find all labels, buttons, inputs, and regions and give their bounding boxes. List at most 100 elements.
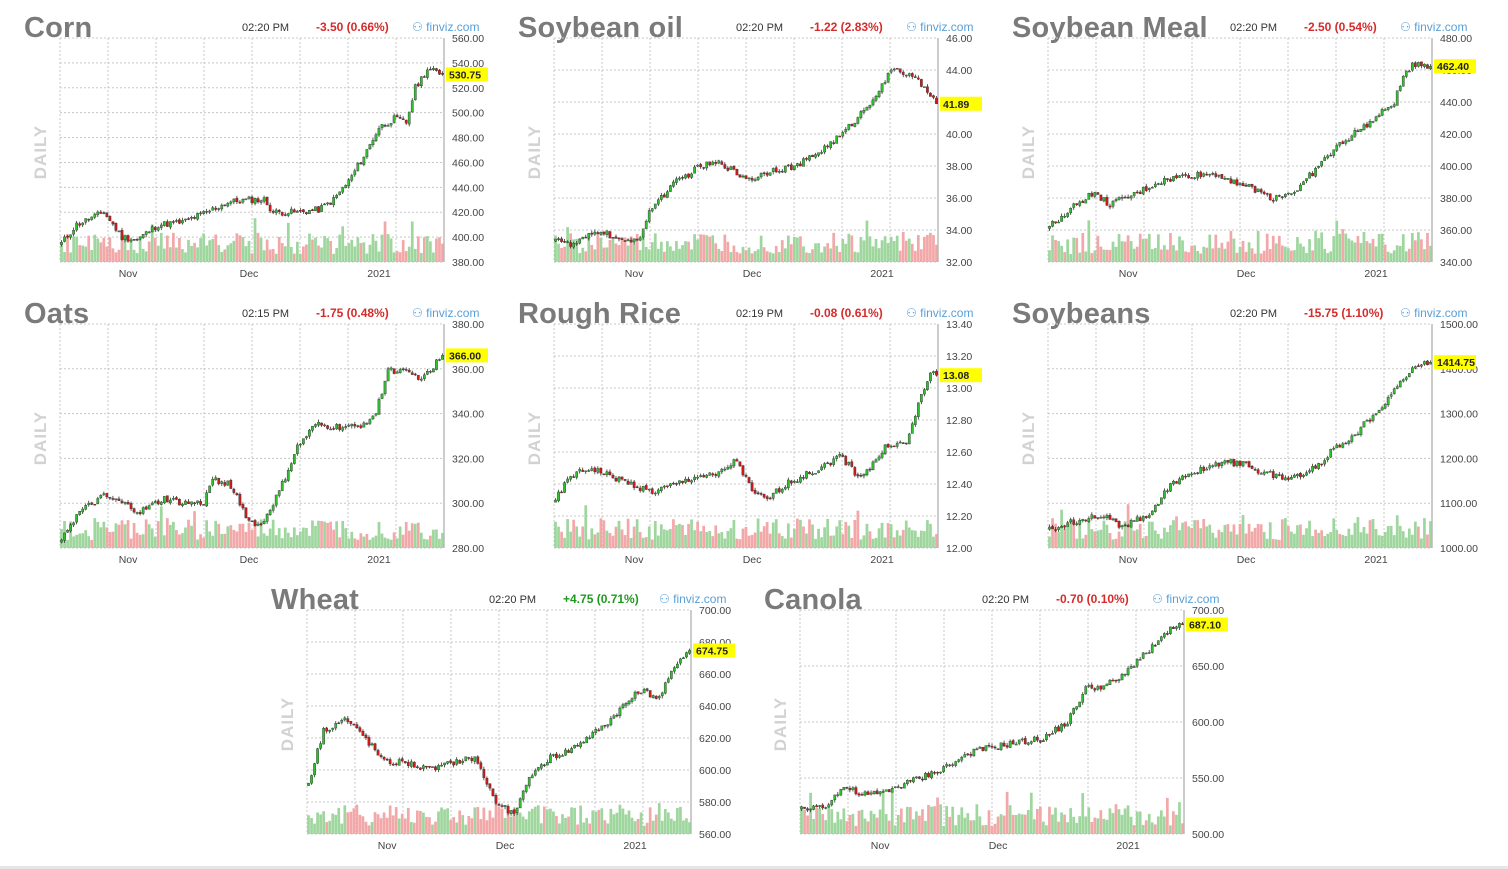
candle	[338, 191, 342, 196]
volume-bar	[611, 238, 615, 262]
volume-bar	[292, 253, 296, 262]
candle	[494, 793, 498, 806]
candle	[1329, 448, 1333, 458]
candle	[1377, 113, 1381, 118]
candle	[644, 483, 648, 490]
candle	[1184, 474, 1187, 480]
candle	[650, 487, 654, 495]
candle	[232, 198, 236, 205]
volume-bar	[753, 532, 757, 548]
candle	[527, 776, 531, 789]
candle	[172, 219, 175, 225]
volume-bar	[702, 525, 706, 548]
volume-bar	[111, 248, 115, 262]
volume-bar	[1087, 519, 1091, 548]
candle	[617, 475, 621, 484]
candle	[1244, 182, 1248, 187]
volume-bar	[881, 790, 885, 834]
candle	[935, 369, 938, 377]
candle	[1284, 475, 1287, 481]
candle	[732, 165, 736, 171]
volume-bar	[331, 813, 335, 834]
finviz-icon: ⚇	[1152, 592, 1163, 606]
x-tick-label: Dec	[1237, 268, 1256, 280]
candle	[235, 195, 239, 205]
candle	[172, 495, 175, 501]
candle	[380, 393, 384, 400]
volume-bar	[187, 239, 190, 262]
candle	[1090, 512, 1094, 521]
volume-bar	[630, 817, 634, 834]
candles	[1048, 360, 1432, 533]
volume-bar	[1395, 245, 1399, 262]
candle	[193, 501, 196, 507]
candle	[981, 747, 985, 752]
finviz-source-link[interactable]: ⚇ finviz.com	[1400, 20, 1467, 34]
candle	[120, 498, 124, 505]
candle	[329, 426, 332, 431]
volume-bar	[714, 525, 718, 548]
candle	[1102, 685, 1106, 691]
candle	[440, 762, 443, 767]
volume-bar	[1386, 526, 1390, 548]
candle	[105, 212, 109, 218]
candle	[1262, 469, 1266, 476]
candle	[1296, 190, 1299, 192]
finviz-source-link[interactable]: ⚇ finviz.com	[412, 306, 479, 320]
volume-bar	[371, 234, 375, 262]
volume-bar	[912, 819, 915, 834]
candle	[1093, 191, 1097, 199]
finviz-source-link[interactable]: ⚇ finviz.com	[906, 306, 973, 320]
volume-bar	[1017, 813, 1021, 834]
candle	[1045, 731, 1048, 742]
volume-bar	[1175, 814, 1178, 834]
candle	[615, 713, 619, 718]
y-tick-label: 480.00	[452, 133, 484, 145]
candle	[1377, 409, 1381, 414]
candle	[546, 759, 549, 766]
candle	[66, 234, 69, 239]
x-tick-label: Dec	[240, 554, 259, 566]
candle	[895, 441, 899, 449]
candle	[1350, 433, 1354, 444]
volume-bar	[1250, 531, 1254, 548]
volume-bar	[869, 810, 873, 834]
volume-bars	[1048, 220, 1432, 262]
finviz-source-link[interactable]: ⚇ finviz.com	[412, 20, 479, 34]
volume-bar	[1172, 245, 1175, 262]
volume-bar	[299, 531, 302, 548]
candle	[521, 789, 525, 802]
volume-bar	[820, 537, 823, 548]
candle	[678, 480, 681, 486]
candle	[1132, 192, 1136, 198]
candle	[578, 467, 582, 474]
candle	[229, 200, 233, 206]
candle	[814, 473, 817, 475]
candlestick-chart: 480.00460.00440.00420.00400.00380.00360.…	[1047, 33, 1476, 280]
volume-bar	[1138, 811, 1142, 834]
candle	[638, 235, 642, 242]
candle	[696, 474, 699, 480]
volume-bar	[624, 814, 628, 834]
volume-bar	[898, 250, 902, 262]
x-tick-label: Dec	[496, 840, 515, 852]
candle	[308, 428, 311, 439]
y-tick-label: 480.00	[1440, 33, 1472, 45]
finviz-source-link[interactable]: ⚇ finviz.com	[1400, 306, 1467, 320]
candle	[573, 744, 576, 749]
volume-bar	[359, 243, 363, 262]
volume-bar	[1414, 521, 1417, 548]
volume-bar	[1287, 248, 1290, 262]
candle	[320, 422, 323, 427]
candle	[1371, 120, 1375, 124]
candle	[84, 503, 88, 511]
finviz-source-link[interactable]: ⚇ finviz.com	[1152, 592, 1219, 606]
candle	[723, 162, 727, 170]
finviz-source-link[interactable]: ⚇ finviz.com	[659, 592, 726, 606]
volume-bar	[573, 807, 576, 834]
candle	[626, 238, 630, 242]
volume-bar	[644, 537, 648, 548]
volume-bar	[413, 523, 417, 548]
y-tick-label: 12.40	[946, 479, 972, 491]
finviz-source-link[interactable]: ⚇ finviz.com	[906, 20, 973, 34]
